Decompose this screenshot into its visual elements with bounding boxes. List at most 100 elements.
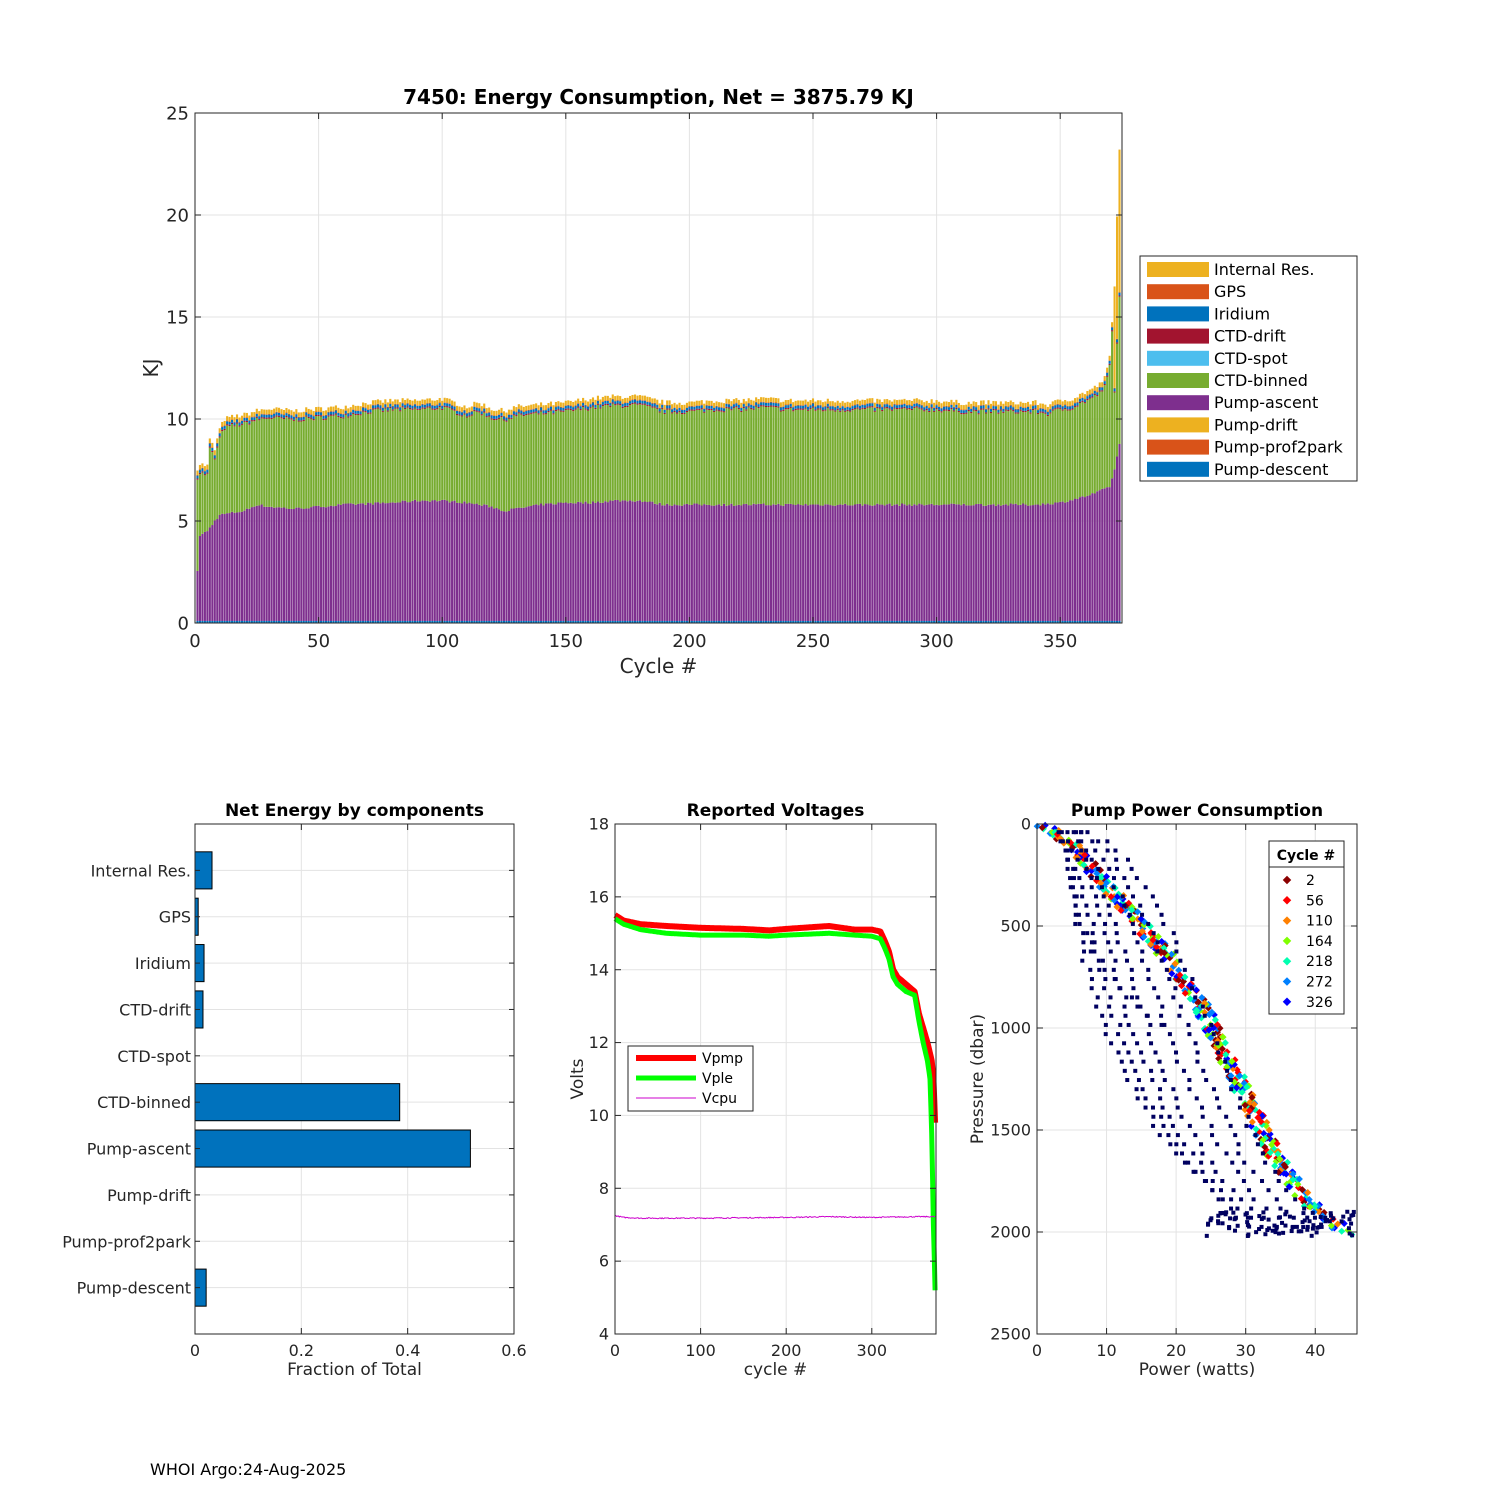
bar-segment-pump-ascent — [609, 500, 612, 621]
bar-segment-ctd-drift — [201, 471, 204, 473]
data-point — [1187, 1032, 1192, 1037]
bar-segment-iridium — [680, 410, 684, 413]
bar-segment-ctd-binned — [1113, 392, 1116, 470]
bar-cycle-344 — [1044, 404, 1047, 623]
bar-segment-gps — [270, 414, 273, 415]
bar-segment-internal-res- — [320, 407, 323, 412]
bar-segment-pump-ascent — [238, 512, 241, 621]
legend-swatch — [1282, 936, 1292, 946]
bar-segment-iridium — [480, 411, 483, 415]
data-point — [1174, 1096, 1179, 1101]
bar-segment-ctd-drift — [409, 407, 412, 410]
bar-segment-pump-descent — [470, 620, 473, 623]
bar-segment-iridium — [844, 407, 847, 411]
bar-segment-internal-res- — [512, 406, 515, 411]
bar-segment-internal-res- — [381, 402, 384, 408]
bar-segment-gps — [384, 403, 387, 405]
data-point — [1230, 1160, 1235, 1165]
data-point — [1140, 912, 1145, 917]
bar-segment-pump-descent — [512, 620, 515, 623]
bar-segment-iridium — [483, 408, 486, 412]
bar-segment-ctd-drift — [1051, 409, 1054, 411]
bar-segment-internal-res- — [641, 395, 644, 401]
bar-segment-ctd-drift — [713, 410, 716, 413]
bar-segment-internal-res- — [809, 400, 812, 405]
bar-segment-gps — [779, 406, 782, 408]
bar-segment-pump-descent — [826, 620, 829, 623]
bar-segment-ctd-binned — [530, 413, 533, 506]
bar-segment-iridium — [1071, 405, 1074, 409]
y-tick-label: 18 — [589, 815, 609, 834]
bar-segment-iridium — [604, 400, 607, 404]
bar-cycle-316 — [975, 402, 978, 623]
bar-segment-pump-descent — [1046, 620, 1049, 623]
bar-segment-pump-ascent — [730, 503, 733, 621]
data-point — [1245, 1220, 1250, 1225]
bar-segment-internal-res- — [794, 400, 797, 406]
bar-segment-ctd-drift — [374, 408, 377, 410]
bar-segment-internal-res- — [1059, 399, 1062, 405]
bar-segment-pump-descent — [962, 620, 965, 623]
bar-cycle-372 — [1113, 286, 1116, 623]
bar-segment-ctd-drift — [782, 409, 785, 411]
bar-segment-ctd-drift — [562, 410, 565, 412]
data-point — [1229, 1087, 1234, 1092]
bar-segment-pump-descent — [339, 620, 342, 623]
bar-segment-ctd-drift — [594, 407, 597, 410]
bar-segment-pump-descent — [708, 620, 711, 623]
bar-cycle-87 — [409, 399, 412, 623]
bar-cycle-309 — [957, 402, 960, 623]
bar-segment-gps — [992, 405, 995, 407]
bar-cycle-64 — [352, 404, 355, 623]
bar-segment-ctd-binned — [747, 407, 750, 506]
bar-segment-ctd-binned — [1103, 385, 1106, 489]
bar-segment-iridium — [354, 411, 357, 414]
bar-segment-ctd-drift — [908, 407, 911, 410]
bar-cycle-170 — [614, 396, 617, 623]
bar-segment-ctd-drift — [520, 413, 523, 415]
bar-segment-pump-ascent — [1059, 501, 1062, 621]
bar-segment-ctd-drift — [312, 419, 315, 421]
bar-segment-internal-res- — [764, 397, 768, 403]
bar-segment-ctd-binned — [515, 416, 518, 508]
bar-segment-gps — [418, 405, 422, 406]
bar-segment-pump-ascent — [226, 513, 229, 621]
bar-segment-internal-res- — [589, 399, 592, 404]
data-point — [1119, 1059, 1124, 1064]
bar-segment-internal-res- — [688, 401, 691, 407]
bar-cycle-210 — [713, 402, 716, 623]
data-point — [1159, 912, 1164, 917]
bar-segment-pump-descent — [656, 620, 659, 623]
bar-segment-ctd-drift — [1056, 407, 1059, 409]
bar-segment-iridium — [811, 403, 815, 407]
data-point — [1096, 839, 1101, 844]
bar-segment-pump-descent — [774, 620, 777, 623]
bar-segment-ctd-drift — [903, 406, 906, 409]
bar-segment-ctd-binned — [436, 409, 439, 502]
bar-segment-iridium — [265, 414, 268, 418]
bar-segment-iridium — [794, 405, 797, 409]
bar-cycle-318 — [980, 400, 983, 623]
bar-segment-pump-ascent — [708, 504, 711, 621]
bar-segment-internal-res- — [784, 400, 787, 405]
x-tick-label: 50 — [307, 631, 330, 652]
bar-segment-internal-res- — [883, 399, 886, 404]
bar-segment-gps — [940, 407, 943, 409]
bar-cycle-54 — [327, 407, 330, 623]
bar-segment-gps — [591, 401, 595, 403]
bar-segment-iridium — [942, 406, 946, 410]
bar-segment-pump-ascent — [769, 505, 773, 621]
bar-segment-internal-res- — [260, 409, 263, 414]
data-point — [1195, 1059, 1200, 1064]
bar-segment-gps — [315, 411, 318, 413]
bar-segment-internal-res- — [478, 403, 481, 408]
bar-segment-internal-res- — [404, 399, 407, 405]
bar-cycle-59 — [339, 408, 342, 623]
data-point — [1174, 1142, 1179, 1147]
data-point — [1310, 1226, 1315, 1231]
bar-segment-internal-res- — [942, 401, 946, 407]
data-point — [1177, 1013, 1182, 1018]
bar-segment-ctd-drift — [616, 403, 619, 405]
bar-segment-ctd-drift — [861, 407, 864, 409]
bar-segment-pump-ascent — [196, 570, 199, 621]
